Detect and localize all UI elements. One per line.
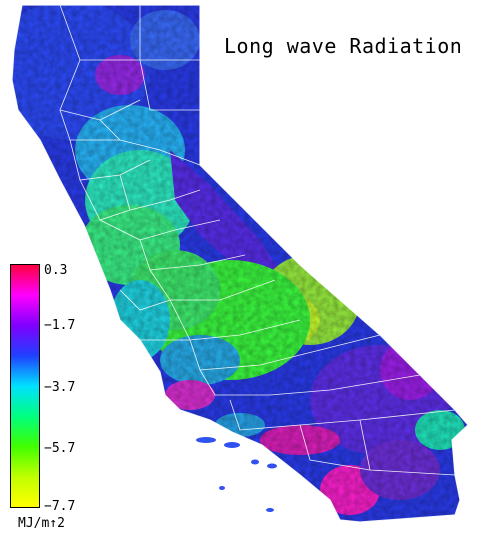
- legend-tick-label: −7.7: [44, 499, 76, 514]
- legend-tick-label: −5.7: [44, 441, 76, 456]
- legend-tick-label: 0.3: [44, 263, 68, 278]
- legend-tick-label: −1.7: [44, 318, 76, 333]
- legend-tick-label: −3.7: [44, 380, 76, 395]
- legend-color-bar: [10, 264, 40, 508]
- channel-islands: [196, 437, 277, 512]
- map-title: Long wave Radiation: [224, 34, 463, 58]
- legend-unit-label: MJ/m↑2: [18, 516, 65, 531]
- county-boundaries: [11, 4, 469, 523]
